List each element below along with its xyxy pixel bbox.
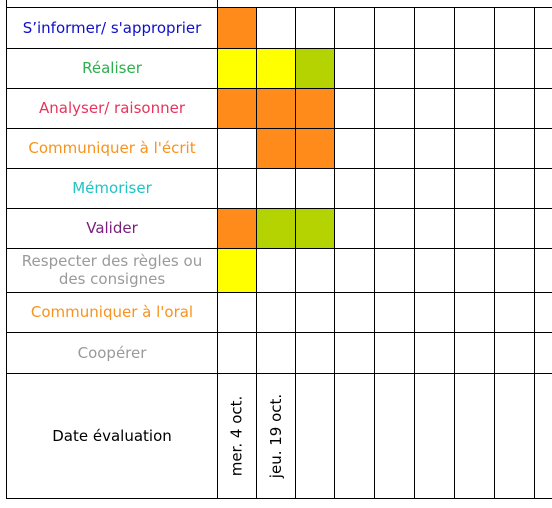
row-divider bbox=[6, 332, 552, 333]
date-label-2: jeu. 19 oct. bbox=[266, 393, 285, 478]
status-cell-orange bbox=[217, 7, 256, 48]
row-divider bbox=[6, 128, 552, 129]
column-divider bbox=[6, 0, 7, 499]
row-divider bbox=[6, 48, 552, 49]
column-divider bbox=[256, 7, 257, 499]
row-divider bbox=[6, 498, 552, 499]
column-divider bbox=[534, 7, 535, 499]
row-label: Communiquer à l'écrit bbox=[28, 139, 196, 157]
row-divider bbox=[6, 7, 552, 8]
status-cell-orange bbox=[295, 88, 334, 128]
row-divider bbox=[6, 292, 552, 293]
status-cell-orange bbox=[295, 128, 334, 168]
row-divider bbox=[6, 373, 552, 374]
column-divider bbox=[217, 0, 218, 499]
date-label-1: mer. 4 oct. bbox=[227, 395, 246, 476]
row-divider bbox=[6, 248, 552, 249]
status-cell-yellow bbox=[217, 248, 256, 292]
row-label: Valider bbox=[86, 219, 138, 237]
row-divider bbox=[6, 168, 552, 169]
status-cell-orange bbox=[256, 128, 295, 168]
row-label: Analyser/ raisonner bbox=[39, 99, 185, 117]
column-divider bbox=[454, 7, 455, 499]
status-cell-green bbox=[295, 208, 334, 248]
date-evaluation-label: Date évaluation bbox=[52, 427, 172, 445]
row-divider bbox=[6, 88, 552, 89]
row-label: Coopérer bbox=[77, 343, 147, 362]
status-cell-yellow bbox=[256, 48, 295, 88]
status-cell-orange bbox=[217, 208, 256, 248]
row-label: S’informer/ s'approprier bbox=[22, 18, 202, 37]
status-cell-green bbox=[256, 208, 295, 248]
row-divider bbox=[6, 208, 552, 209]
row-label: Réaliser bbox=[82, 59, 142, 77]
row-label: Mémoriser bbox=[72, 179, 152, 197]
status-cell-yellow bbox=[217, 48, 256, 88]
column-divider bbox=[494, 7, 495, 499]
status-cell-orange bbox=[256, 88, 295, 128]
status-cell-green bbox=[295, 48, 334, 88]
column-divider bbox=[334, 7, 335, 499]
column-divider bbox=[374, 7, 375, 499]
column-divider bbox=[414, 7, 415, 499]
row-label: Communiquer à l'oral bbox=[30, 303, 194, 321]
status-cell-orange bbox=[217, 88, 256, 128]
column-divider bbox=[295, 7, 296, 499]
row-label: Respecter des règles ou des consignes bbox=[21, 252, 203, 288]
